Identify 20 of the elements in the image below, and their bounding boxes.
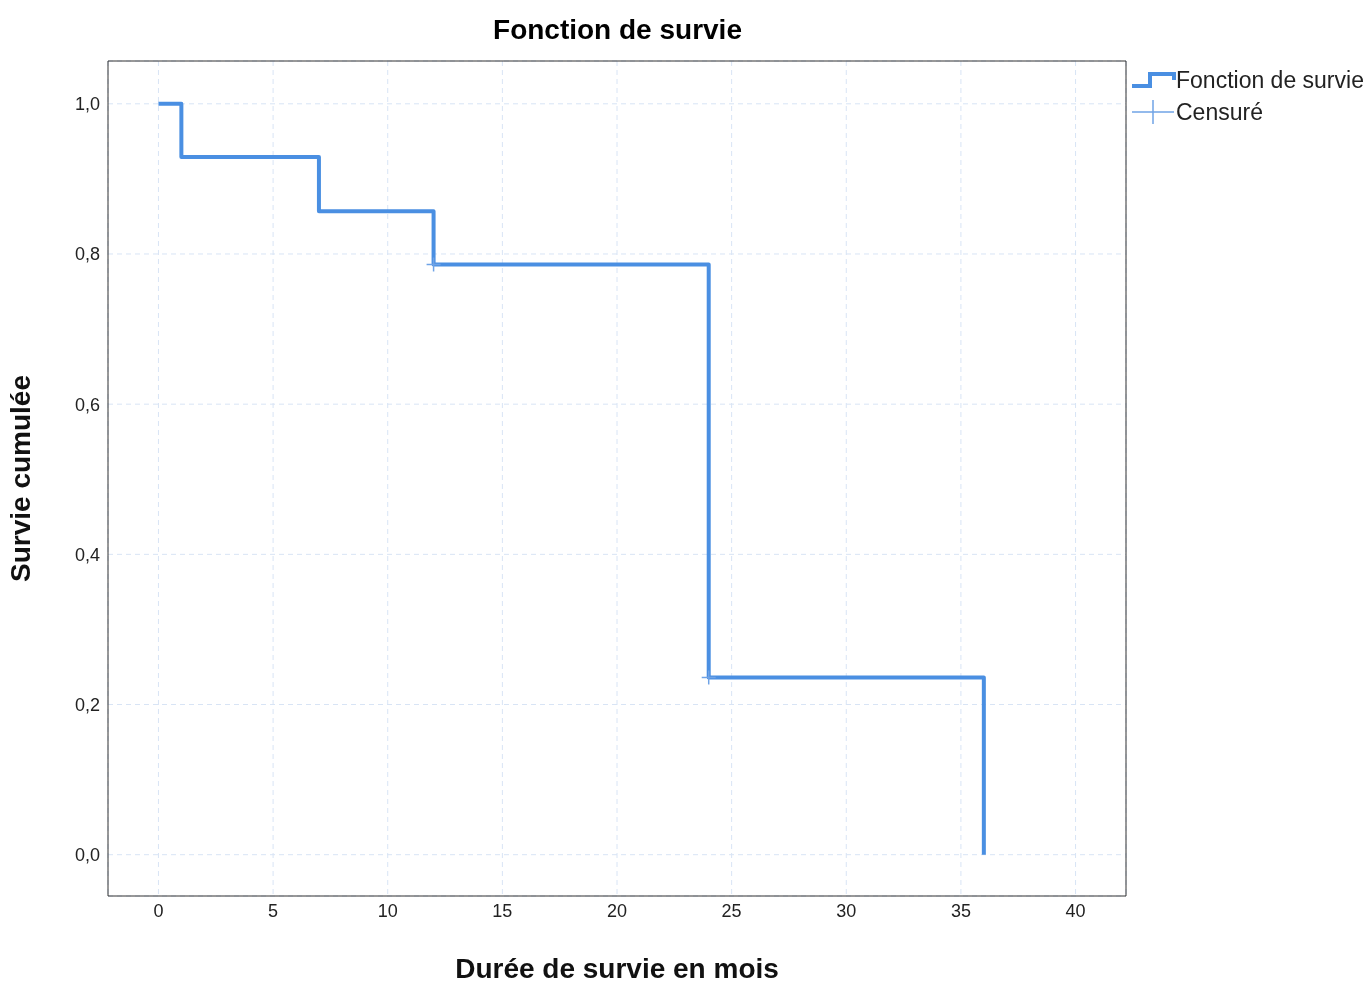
legend-label: Censuré <box>1176 98 1263 126</box>
x-tick-label: 20 <box>606 900 628 921</box>
x-axis-title: Durée de survie en mois <box>455 953 779 984</box>
legend-label: Fonction de survie <box>1176 66 1364 94</box>
x-tick-label: 15 <box>492 900 513 921</box>
y-tick-label: 0,8 <box>74 244 100 265</box>
y-tick-label: 0,2 <box>74 694 100 715</box>
y-tick-label: 0,0 <box>74 845 100 866</box>
y-tick-label: 0,6 <box>74 394 100 415</box>
x-tick-label: 25 <box>721 900 742 921</box>
y-tick-label: 1,0 <box>74 94 100 115</box>
x-tick-label: 5 <box>268 900 279 921</box>
y-axis-title: Survie cumulée <box>4 375 36 582</box>
x-tick-label: 10 <box>377 900 398 921</box>
chart-title: Fonction de survie <box>492 14 743 46</box>
x-tick-label: 0 <box>153 900 164 921</box>
x-tick-label: 30 <box>836 900 857 921</box>
y-tick-label: 0,4 <box>74 544 100 565</box>
x-tick-label: 35 <box>950 900 971 921</box>
x-tick-label: 40 <box>1065 900 1086 921</box>
